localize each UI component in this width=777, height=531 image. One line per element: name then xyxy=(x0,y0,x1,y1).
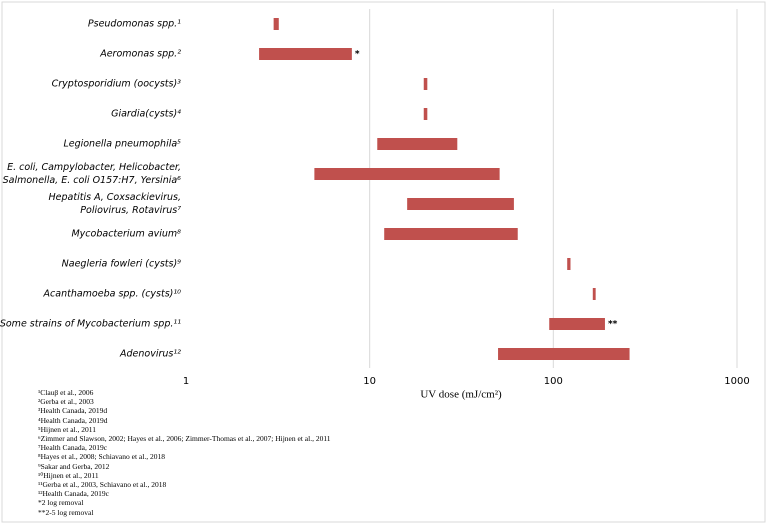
y-tick-label: Hepatitis A, Coxsackievirus, Poliovirus,… xyxy=(48,192,181,216)
y-tick-label: Cryptosporidium (oocysts)³ xyxy=(51,78,181,90)
footnote: ⁵Hijnen et al., 2011 xyxy=(38,424,96,434)
y-tick-label: Giardia(cysts)⁴ xyxy=(111,108,181,120)
bar xyxy=(549,318,605,330)
bar xyxy=(377,138,458,150)
bar xyxy=(407,198,514,210)
annotation: ** xyxy=(608,320,618,330)
footnote: ¹Clauβ et al., 2006 xyxy=(38,388,94,397)
bar xyxy=(567,258,571,270)
footnote: ⁸Hayes et al., 2008; Schiavano et al., 2… xyxy=(38,452,165,462)
x-axis-label: UV dose (mJ/cm²) xyxy=(420,389,502,401)
bar xyxy=(592,288,596,300)
bar xyxy=(314,168,500,180)
y-tick-label: Naegleria fowleri (cysts)⁹ xyxy=(61,258,181,270)
y-tick-label: Aeromonas spp.² xyxy=(100,48,181,60)
footnote: ²Gerba et al., 2003 xyxy=(38,397,94,407)
footnote: **2-5 log removal xyxy=(38,507,94,517)
bar xyxy=(384,228,518,240)
footnote: ⁷Health Canada, 2019c xyxy=(38,443,108,453)
x-tick-label: 100 xyxy=(544,376,563,387)
footnote: ⁹Sakar and Gerba, 2012 xyxy=(38,461,110,471)
y-tick-label: Some strains of Mycobacterium spp.¹¹ xyxy=(0,318,181,330)
y-tick-label: Pseudomonas spp.¹ xyxy=(87,18,181,30)
y-tick-label: Adenovirus¹² xyxy=(120,348,181,360)
bar xyxy=(423,108,428,120)
footnote: ¹¹Gerba et al., 2003, Schiavano et al., … xyxy=(38,480,167,489)
x-tick-label: 1 xyxy=(183,376,189,387)
footnote: ³Health Canada, 2019d xyxy=(38,406,108,416)
footnote: *2 log removal xyxy=(38,498,84,508)
bar xyxy=(423,78,428,90)
footnote: ⁴Health Canada, 2019d xyxy=(38,415,108,425)
bar xyxy=(273,18,279,30)
y-tick-label: E. coli, Campylobacter, Helicobacter, Sa… xyxy=(2,162,181,186)
footnote: ⁶Zimmer and Slawson, 2002; Hayes et al.,… xyxy=(38,434,331,443)
y-tick-label: Mycobacterium avium⁸ xyxy=(71,228,181,240)
x-tick-label: 1000 xyxy=(724,376,749,387)
bar xyxy=(259,48,352,60)
x-tick-label: 10 xyxy=(363,376,376,387)
bar xyxy=(498,348,630,360)
footnote: ¹²Health Canada, 2019c xyxy=(38,489,109,499)
footnote: ¹⁰Hijnen et al., 2011 xyxy=(38,470,99,480)
chart-border xyxy=(1,1,766,523)
y-tick-label: Legionella pneumophila⁵ xyxy=(63,138,181,150)
annotation: * xyxy=(355,50,360,60)
y-tick-label: Acanthamoeba spp. (cysts)¹⁰ xyxy=(43,288,181,300)
